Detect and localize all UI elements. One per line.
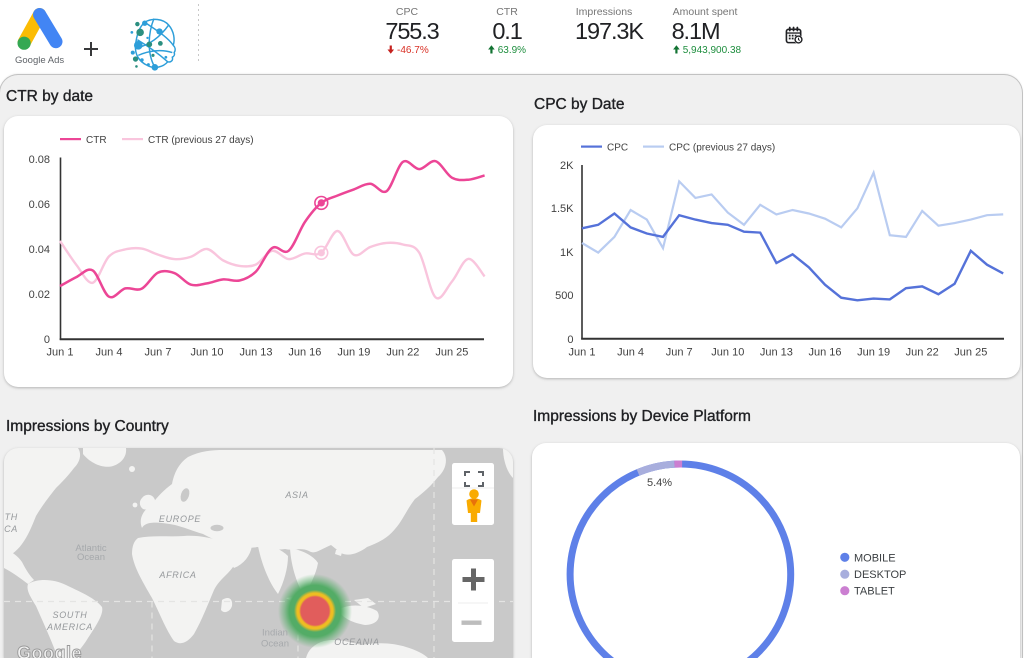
svg-text:CPC: CPC	[607, 143, 628, 154]
svg-text:Jun 25: Jun 25	[435, 346, 468, 358]
svg-text:Jun 25: Jun 25	[954, 347, 987, 359]
svg-text:Jun 22: Jun 22	[906, 347, 939, 359]
svg-text:CA: CA	[4, 524, 18, 534]
svg-text:0.02: 0.02	[29, 289, 50, 301]
svg-text:EUROPE: EUROPE	[159, 514, 202, 524]
svg-text:Jun 22: Jun 22	[386, 346, 419, 358]
svg-text:Jun 19: Jun 19	[337, 346, 370, 358]
svg-text:Jun 1: Jun 1	[47, 346, 74, 358]
svg-text:5.4%: 5.4%	[647, 477, 672, 489]
svg-text:0: 0	[44, 334, 50, 346]
svg-text:1K: 1K	[560, 247, 574, 259]
svg-text:Jun 19: Jun 19	[857, 347, 890, 359]
svg-text:Jun 4: Jun 4	[96, 346, 123, 358]
svg-text:Jun 4: Jun 4	[617, 347, 644, 359]
svg-text:CTR (previous 27 days): CTR (previous 27 days)	[148, 135, 254, 146]
svg-text:Jun 10: Jun 10	[190, 346, 223, 358]
svg-text:AFRICA: AFRICA	[158, 570, 196, 580]
svg-text:Google: Google	[17, 643, 82, 658]
svg-text:0.06: 0.06	[29, 199, 50, 211]
svg-text:Jun 16: Jun 16	[288, 346, 321, 358]
svg-text:TABLET: TABLET	[854, 586, 895, 598]
svg-text:Atlantic: Atlantic	[75, 543, 106, 554]
svg-text:ASIA: ASIA	[284, 490, 308, 500]
svg-text:Jun 13: Jun 13	[239, 346, 272, 358]
svg-text:Jun 13: Jun 13	[760, 347, 793, 359]
svg-text:Indian: Indian	[262, 628, 288, 639]
svg-text:0.04: 0.04	[29, 244, 50, 256]
svg-text:TH: TH	[5, 512, 18, 522]
svg-text:Ocean: Ocean	[77, 552, 105, 563]
svg-text:DESKTOP: DESKTOP	[854, 569, 906, 581]
svg-text:Jun 7: Jun 7	[145, 346, 172, 358]
svg-text:500: 500	[555, 290, 573, 302]
svg-text:Jun 7: Jun 7	[666, 347, 693, 359]
svg-text:CPC (previous 27 days): CPC (previous 27 days)	[669, 143, 775, 154]
svg-text:CTR: CTR	[86, 135, 107, 146]
svg-text:MOBILE: MOBILE	[854, 552, 896, 564]
svg-text:2K: 2K	[560, 160, 574, 172]
svg-text:Jun 16: Jun 16	[808, 347, 841, 359]
svg-text:AMERICA: AMERICA	[46, 622, 93, 632]
svg-text:Google Ads: Google Ads	[15, 55, 64, 66]
svg-text:0: 0	[567, 334, 573, 346]
svg-text:OCEANIA: OCEANIA	[334, 637, 379, 647]
svg-text:SOUTH: SOUTH	[53, 610, 88, 620]
svg-text:Jun 1: Jun 1	[569, 347, 596, 359]
svg-text:Jun 10: Jun 10	[711, 347, 744, 359]
svg-text:1.5K: 1.5K	[551, 203, 574, 215]
svg-text:Ocean: Ocean	[261, 639, 289, 650]
svg-text:0.08: 0.08	[29, 154, 50, 166]
